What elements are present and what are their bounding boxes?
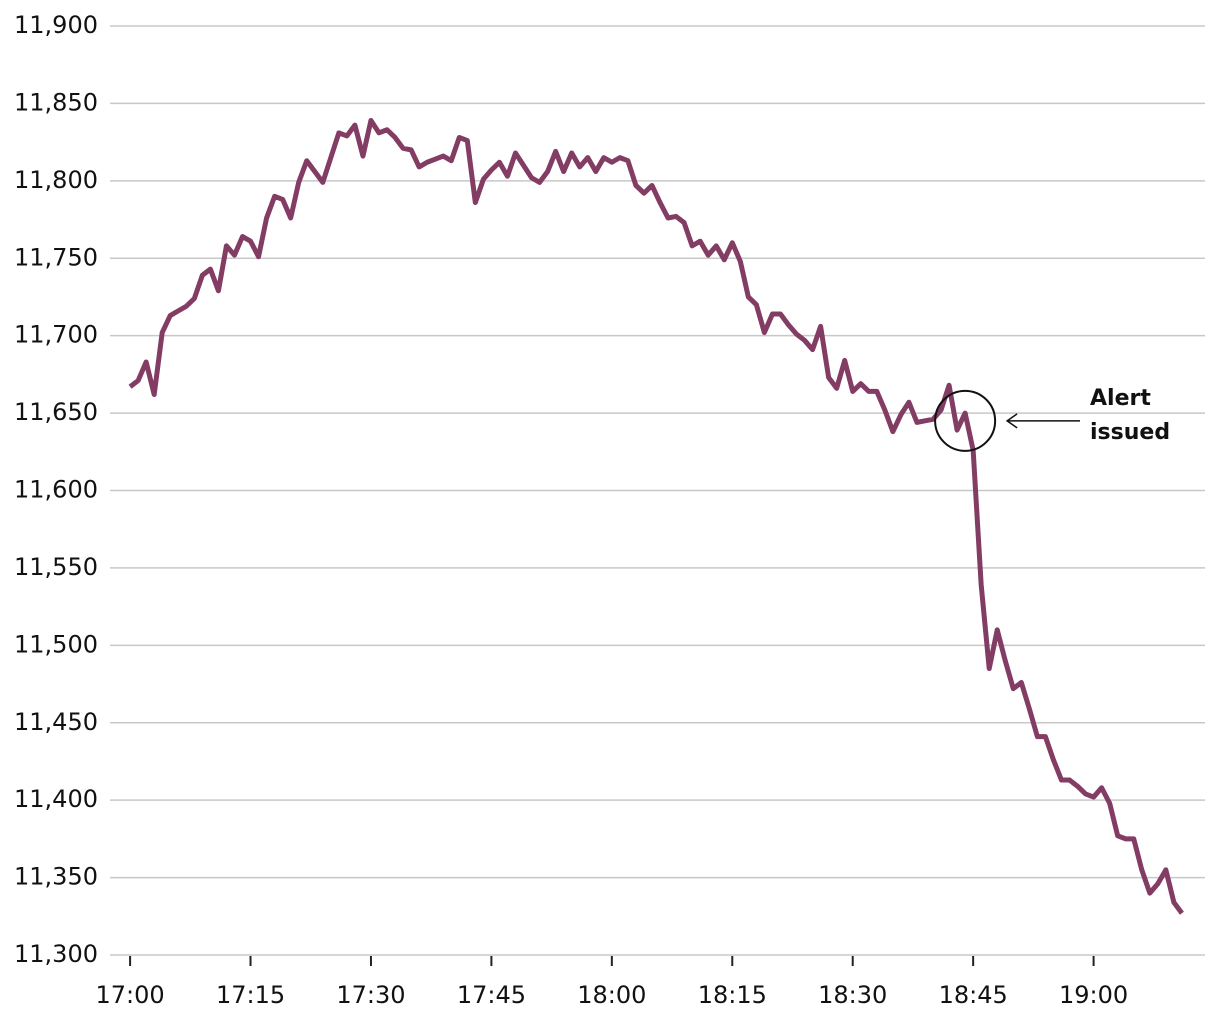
annotation-arrowhead [1005, 413, 1018, 429]
x-tick-label: 18:45 [939, 981, 1008, 1009]
y-tick-label: 11,900 [14, 11, 98, 39]
y-tick-label: 11,350 [14, 863, 98, 891]
x-tick-label: 18:15 [698, 981, 767, 1009]
x-tick-label: 18:00 [577, 981, 646, 1009]
y-tick-label: 11,600 [14, 476, 98, 504]
line [128, 117, 1184, 915]
y-tick-label: 11,400 [14, 785, 98, 813]
x-tick-label: 17:30 [336, 981, 405, 1009]
x-tick-label: 18:30 [818, 981, 887, 1009]
x-tick-label: 19:00 [1059, 981, 1128, 1009]
y-tick-label: 11,800 [14, 166, 98, 194]
y-tick-label: 11,450 [14, 708, 98, 736]
y-tick-label: 11,750 [14, 243, 98, 271]
y-tick-label: 11,500 [14, 630, 98, 658]
annotation-text: issued [1090, 420, 1170, 445]
x-tick-label: 17:45 [457, 981, 526, 1009]
annotation-circle [934, 389, 997, 452]
y-tick-label: 11,700 [14, 321, 98, 349]
x-tick-label: 17:15 [216, 981, 285, 1009]
y-tick-label: 11,850 [14, 88, 98, 116]
y-tick-label: 11,650 [14, 398, 98, 426]
annotation-text: Alert [1090, 386, 1151, 411]
x-tick-label: 17:00 [96, 981, 165, 1009]
y-tick-label: 11,550 [14, 553, 98, 581]
y-tick-label: 11,300 [14, 940, 98, 968]
